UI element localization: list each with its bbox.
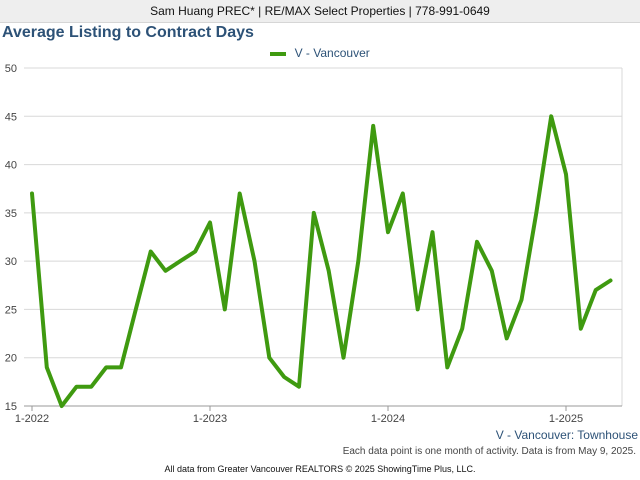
data-point [564, 172, 568, 176]
data-point [579, 327, 583, 331]
series-caption: V - Vancouver: Townhouse [495, 428, 638, 442]
data-note: Each data point is one month of activity… [342, 446, 636, 457]
data-point [534, 211, 538, 215]
legend-label: V - Vancouver [294, 46, 370, 60]
y-tick-label: 15 [5, 401, 17, 413]
y-tick-label: 35 [5, 208, 17, 220]
data-point [253, 259, 256, 263]
data-point [89, 385, 93, 389]
data-point [45, 365, 49, 369]
data-point [312, 211, 316, 215]
data-point [416, 307, 420, 311]
data-point [505, 336, 509, 340]
data-point [431, 230, 434, 234]
data-point [164, 269, 167, 273]
data-point [75, 385, 78, 389]
agent-header-bar: Sam Huang PREC* | RE/MAX Select Properti… [0, 0, 640, 23]
data-point [208, 221, 212, 225]
data-point [297, 385, 301, 389]
chart-title: Average Listing to Contract Days [2, 24, 254, 41]
data-point [460, 327, 464, 331]
legend-swatch-icon [270, 51, 287, 56]
data-point [371, 124, 375, 128]
y-tick-label: 50 [5, 63, 17, 75]
y-tick-label: 30 [5, 256, 17, 268]
data-point [282, 375, 286, 379]
data-point [267, 356, 271, 360]
data-point [356, 259, 360, 263]
data-point [475, 240, 479, 244]
y-tick-label: 45 [5, 111, 17, 123]
data-point [149, 249, 153, 253]
x-tick-label: 1-2025 [549, 413, 583, 425]
data-point [30, 192, 34, 196]
data-point [490, 269, 494, 273]
data-point [119, 365, 123, 369]
data-point [342, 356, 345, 360]
data-point [401, 192, 405, 196]
data-point [60, 404, 64, 408]
data-point [594, 288, 598, 292]
data-point [520, 298, 523, 302]
data-point [327, 269, 331, 273]
y-tick-label: 25 [5, 304, 17, 316]
y-tick-label: 40 [5, 160, 17, 172]
data-point [238, 192, 242, 196]
x-tick-label: 1-2022 [15, 413, 49, 425]
footer-credit: All data from Greater Vancouver REALTORS… [164, 464, 476, 474]
data-point [386, 230, 390, 234]
series-line-v-vancouver [30, 114, 613, 408]
data-point [193, 249, 197, 253]
agent-info-text: Sam Huang PREC* | RE/MAX Select Properti… [150, 4, 490, 18]
data-point [549, 114, 553, 118]
data-point [445, 365, 449, 369]
data-point [104, 365, 108, 369]
data-point [134, 307, 138, 311]
x-tick-label: 1-2023 [193, 413, 227, 425]
chart-legend: V - Vancouver [0, 46, 640, 60]
data-point [609, 278, 612, 282]
data-point [223, 307, 227, 311]
data-point [178, 259, 182, 263]
y-tick-label: 20 [5, 353, 17, 365]
x-tick-label: 1-2024 [371, 413, 405, 425]
